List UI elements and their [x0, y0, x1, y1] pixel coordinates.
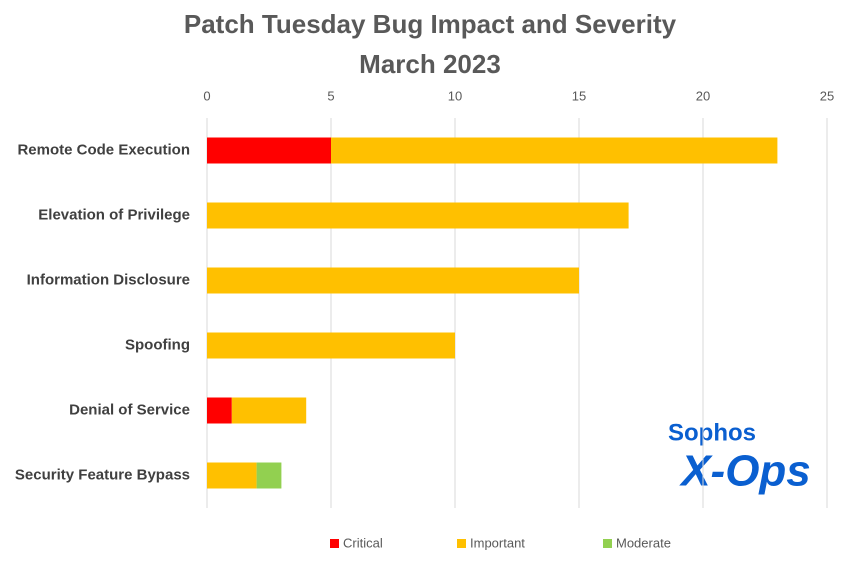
legend-item: Critical	[330, 535, 383, 550]
legend-swatch	[603, 539, 612, 548]
x-tick-label: 0	[203, 88, 210, 103]
legend-swatch	[330, 539, 339, 548]
y-tick-label: Spoofing	[125, 336, 190, 353]
x-tick-label: 20	[696, 88, 710, 103]
bar-segment	[207, 332, 455, 359]
bar-segment	[207, 397, 232, 424]
y-tick-label: Elevation of Privilege	[38, 206, 190, 223]
legend-swatch	[457, 539, 466, 548]
chart-title: Patch Tuesday Bug Impact and Severity	[184, 9, 677, 39]
bar-segment	[231, 397, 307, 424]
bar-segment	[207, 267, 579, 294]
logo-bottom: X-Ops	[678, 447, 811, 496]
bar-segment	[207, 137, 331, 164]
bar-segment	[331, 137, 778, 164]
legend-label: Moderate	[616, 535, 671, 550]
legend-label: Important	[470, 535, 525, 550]
chart-subtitle: March 2023	[359, 49, 501, 79]
x-tick-label: 25	[820, 88, 834, 103]
logo: Sophos X-Ops	[668, 419, 811, 495]
x-tick-label: 10	[448, 88, 462, 103]
bar-segment	[207, 202, 629, 229]
y-tick-label: Security Feature Bypass	[15, 466, 190, 483]
bar-segment	[207, 462, 257, 489]
bar-segment	[256, 462, 282, 489]
y-tick-label: Information Disclosure	[27, 271, 190, 288]
y-tick-label: Remote Code Execution	[17, 141, 190, 158]
legend-label: Critical	[343, 535, 383, 550]
logo-top: Sophos	[668, 419, 756, 446]
x-tick-label: 15	[572, 88, 586, 103]
y-tick-label: Denial of Service	[69, 401, 190, 418]
legend-item: Important	[457, 535, 525, 550]
legend-item: Moderate	[603, 535, 671, 550]
x-tick-label: 5	[327, 88, 334, 103]
